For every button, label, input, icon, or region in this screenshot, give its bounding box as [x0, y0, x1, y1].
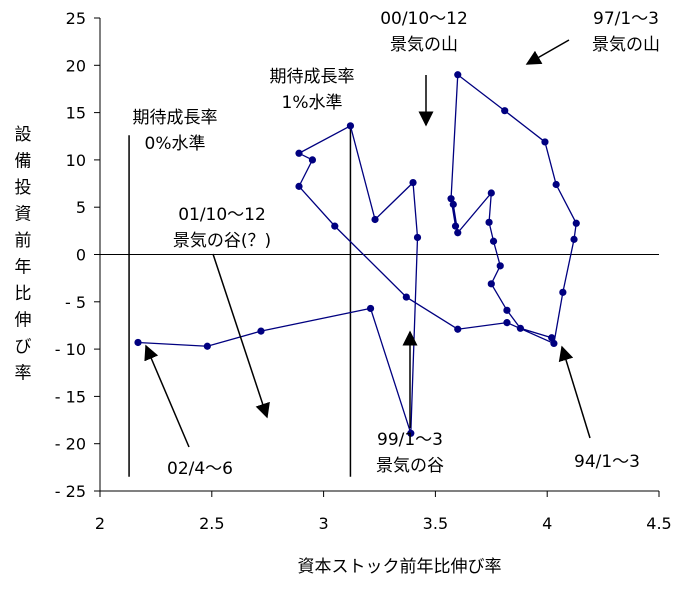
y-axis-label-char: 率: [15, 364, 32, 384]
annotation-text-line: 0%水準: [145, 134, 206, 154]
vertical-reference-lines: [128, 124, 352, 477]
data-point: [371, 215, 379, 224]
data-point: [402, 293, 410, 301]
y-tick-label: 0: [76, 246, 86, 265]
annotation: 期待成長率 1%水準: [270, 67, 355, 113]
annotation-text-line: 00/10～12: [380, 9, 468, 29]
data-point: [552, 180, 560, 189]
data-point: [541, 138, 549, 146]
annotation-arrow: [212, 253, 270, 419]
data-point: [572, 219, 580, 227]
data-point: [257, 327, 265, 335]
annotation-arrow: [558, 345, 591, 439]
x-tick-label: 3: [319, 514, 329, 533]
annotation: 94/1～3: [558, 345, 640, 472]
annotation: 99/1～3 景気の谷: [376, 330, 444, 476]
data-point: [409, 179, 417, 187]
data-point: [407, 429, 415, 437]
x-axis-label: 資本ストック前年比伸び率: [298, 557, 502, 577]
data-point: [366, 304, 375, 313]
data-point: [203, 342, 211, 350]
data-point: [489, 237, 498, 245]
y-tick-label: - 10: [55, 340, 86, 359]
y-tick-label: 25: [66, 9, 86, 28]
annotation: 00/10～12 景気の山: [380, 9, 468, 127]
axes: 25 20 15 10 5 0 - 5 - 10 - 15 - 20 - 25 2 2.5 3 3.5 4 4.…: [15, 9, 672, 577]
data-point: [503, 319, 511, 327]
data-points: [134, 71, 580, 437]
y-tick-label: 10: [66, 151, 86, 170]
y-tick-label: 15: [66, 104, 86, 123]
y-tick-label: - 25: [55, 482, 86, 501]
data-point: [454, 71, 462, 79]
y-axis-label-char: 備: [15, 152, 32, 172]
data-point: [454, 229, 462, 237]
data-point: [516, 324, 524, 332]
data-point: [134, 338, 142, 347]
annotation-text-line: 99/1～3: [377, 430, 443, 450]
data-point: [487, 280, 495, 288]
data-point: [451, 222, 460, 230]
y-axis-label-char: 伸: [15, 311, 32, 331]
x-tick-label: 2.5: [199, 514, 224, 533]
data-point: [308, 156, 317, 164]
annotation-text-line: 景気の谷(？): [173, 231, 271, 251]
data-point: [559, 288, 567, 296]
data-point: [413, 233, 422, 242]
y-axis-label-char: び: [15, 337, 32, 357]
y-axis-label-char: 年: [15, 258, 32, 278]
y-tick-label: - 20: [55, 435, 86, 454]
annotation-text-line: 期待成長率: [270, 67, 355, 87]
data-point: [454, 325, 462, 333]
data-point: [487, 189, 495, 197]
data-point: [501, 107, 509, 115]
y-axis-label-char: 資: [15, 205, 32, 225]
annotation-text-line: 01/10～12: [178, 205, 266, 225]
annotation: 02/4～6: [144, 344, 233, 479]
x-tick-label: 2: [95, 514, 105, 533]
data-point: [485, 218, 493, 226]
data-point: [496, 262, 504, 270]
y-axis-label-char: 投: [15, 178, 32, 198]
y-tick-label: - 5: [65, 293, 86, 312]
data-point: [295, 182, 303, 190]
annotations: 期待成長率 0%水準 期待成長率 1%水準 00/10～12 景気の山 97/1～3 景気の山…: [133, 9, 661, 479]
x-tick-label: 4.5: [646, 514, 671, 533]
data-point: [449, 200, 457, 208]
annotation-text-line: 1%水準: [282, 93, 343, 113]
x-tick-label: 4: [542, 514, 552, 533]
annotation: 97/1～3 景気の山: [525, 9, 660, 65]
annotation-text-line: 02/4～6: [167, 459, 233, 479]
annotation-text-line: 94/1～3: [574, 452, 640, 472]
y-axis-label-char: 比: [15, 284, 32, 304]
data-point: [447, 195, 455, 203]
y-tick-label: 20: [66, 56, 86, 75]
data-point: [570, 235, 578, 243]
annotation-text-line: 期待成長率: [133, 108, 218, 128]
data-point: [503, 306, 511, 314]
data-point: [295, 149, 303, 157]
annotation-arrow: [144, 344, 190, 448]
annotation-text-line: 景気の山: [592, 35, 660, 55]
data-point: [346, 122, 355, 130]
data-point: [548, 334, 556, 342]
y-axis-label-char: 前: [15, 231, 32, 251]
x-tick-label: 3.5: [423, 514, 448, 533]
y-tick-label: - 15: [55, 387, 86, 406]
y-tick-label: 5: [76, 198, 86, 217]
data-point: [550, 339, 558, 348]
annotation-text-line: 景気の谷: [376, 456, 444, 476]
annotation-arrow: [525, 39, 570, 65]
data-point: [331, 222, 339, 230]
annotation: 期待成長率 0%水準: [133, 108, 218, 154]
y-axis-label-char: 設: [15, 125, 32, 145]
annotation: 01/10～12 景気の谷(？): [173, 205, 271, 419]
annotation-text-line: 97/1～3: [593, 9, 659, 29]
annotation-text-line: 景気の山: [390, 35, 458, 55]
